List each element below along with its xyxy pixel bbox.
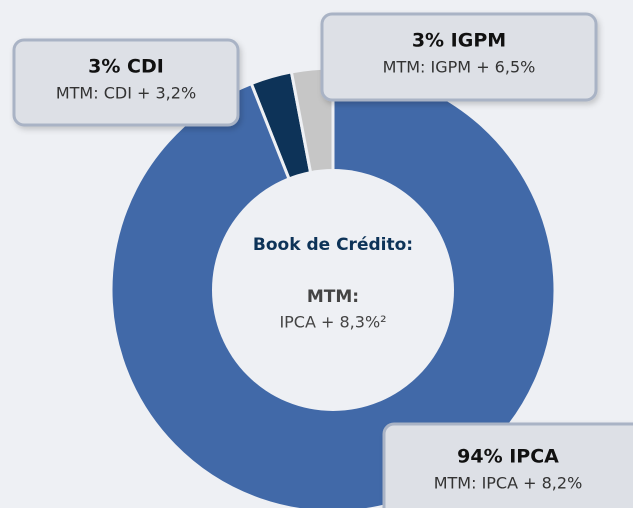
value-label: 3% IGPM: [412, 30, 506, 52]
sublabel: MTM: IPCA + 8,2%: [434, 474, 583, 493]
label-box: [382, 422, 633, 508]
labels: 3% CDI MTM: CDI + 3,2% 3% IGPM MTM: IGPM + …: [12, 12, 633, 508]
donut-hole: [212, 169, 454, 411]
label-box: [320, 12, 598, 102]
value-label: 94% IPCA: [457, 446, 559, 468]
label-box: [12, 38, 240, 127]
center-title: Book de Crédito:: [253, 235, 413, 255]
value-label: 3% CDI: [88, 56, 164, 78]
center-text: IPCA + 8,3%²: [279, 313, 386, 332]
center-subtitle: MTM:: [307, 287, 359, 307]
sublabel: MTM: CDI + 3,2%: [56, 84, 196, 103]
sublabel: MTM: IGPM + 6,5%: [383, 58, 536, 77]
